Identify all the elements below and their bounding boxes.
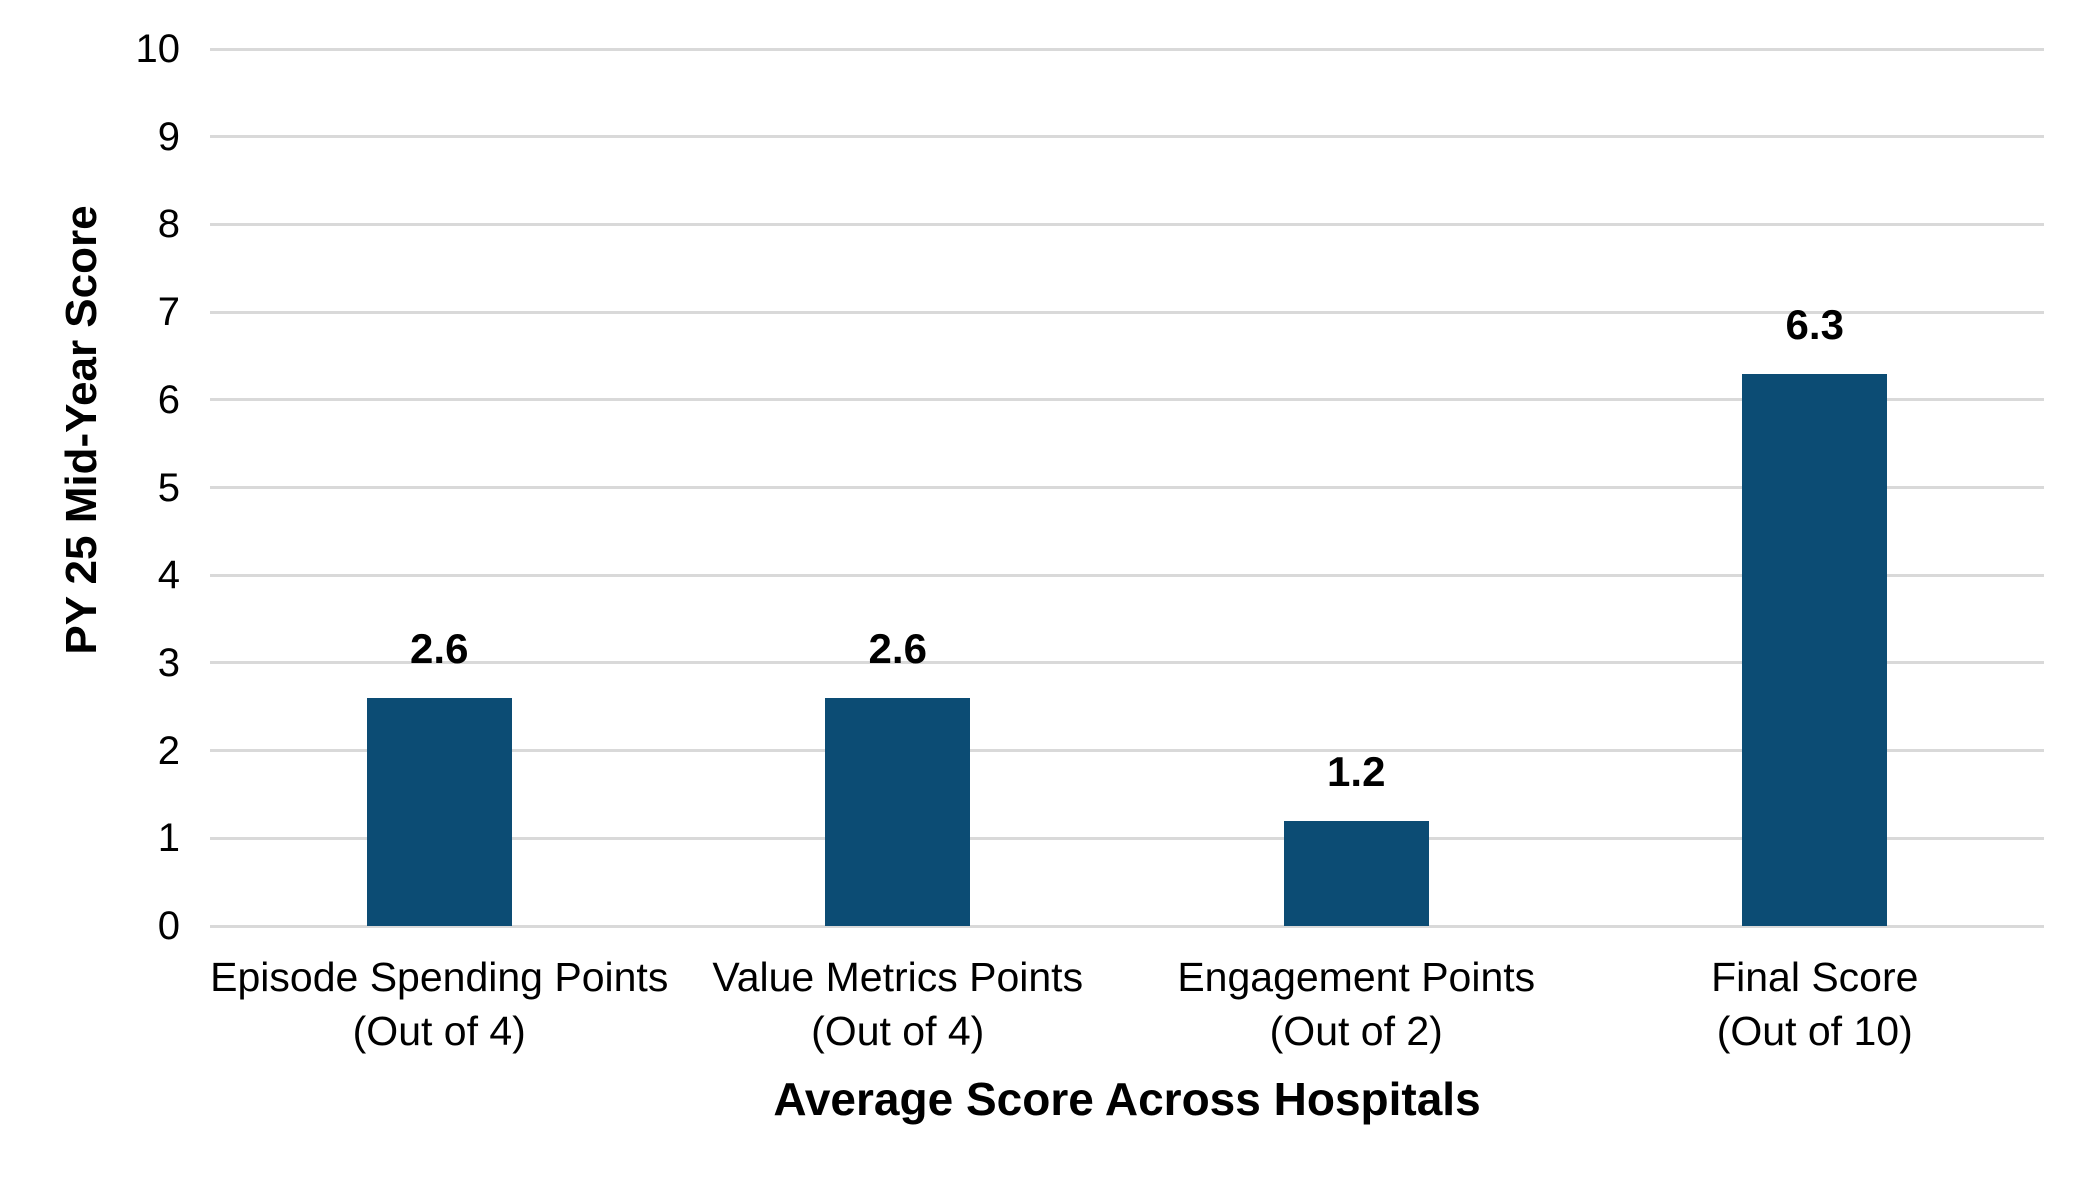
x-category-label-line2: (Out of 4) bbox=[811, 1008, 985, 1054]
gridline bbox=[210, 222, 2044, 226]
x-category-label-line1: Engagement Points bbox=[1177, 954, 1536, 1000]
bar-slots: 2.6 2.6 1.2 6.3 bbox=[210, 49, 2044, 926]
plot-area: 2.6 2.6 1.2 6.3 bbox=[210, 47, 2044, 928]
x-category-label: Engagement Points (Out of 2) bbox=[1127, 950, 1586, 1058]
bar-value-label: 6.3 bbox=[1785, 300, 1844, 348]
bar bbox=[1742, 373, 1888, 926]
y-tick-label: 8 bbox=[157, 202, 180, 247]
x-category-label-line2: (Out of 10) bbox=[1716, 1008, 1913, 1054]
x-axis-title: Average Score Across Hospitals bbox=[773, 1073, 1481, 1125]
y-tick-label: 7 bbox=[157, 290, 180, 335]
y-tick-label: 2 bbox=[157, 728, 180, 773]
x-category-label-line1: Value Metrics Points bbox=[712, 954, 1084, 1000]
x-category-labels: Episode Spending Points (Out of 4) Value M… bbox=[210, 950, 2044, 1058]
x-category-label: Value Metrics Points (Out of 4) bbox=[669, 950, 1128, 1058]
y-tick-label: 3 bbox=[157, 640, 180, 685]
x-category-label: Episode Spending Points (Out of 4) bbox=[210, 950, 669, 1058]
y-tick-label: 4 bbox=[157, 553, 180, 598]
gridline bbox=[210, 749, 2044, 753]
y-tick-label: 6 bbox=[157, 377, 180, 422]
x-category-label: Final Score (Out of 10) bbox=[1586, 950, 2045, 1058]
gridline bbox=[210, 398, 2044, 402]
gridline bbox=[210, 310, 2044, 314]
bar-slot: 2.6 bbox=[210, 49, 669, 926]
y-tick-label: 5 bbox=[157, 465, 180, 510]
x-category-label-line1: Final Score bbox=[1711, 954, 1919, 1000]
gridline bbox=[210, 486, 2044, 489]
bar bbox=[825, 697, 971, 926]
bar-value-label: 2.6 bbox=[410, 624, 469, 672]
gridline bbox=[210, 661, 2044, 665]
y-tick-label: 0 bbox=[157, 904, 180, 948]
bar bbox=[366, 697, 512, 926]
bar-slot: 2.6 bbox=[669, 49, 1128, 926]
bar-slot: 6.3 bbox=[1586, 49, 2045, 926]
gridline bbox=[210, 47, 2044, 51]
bar-value-label: 1.2 bbox=[1327, 747, 1386, 795]
x-category-label-line1: Episode Spending Points bbox=[210, 954, 669, 1000]
gridline bbox=[210, 836, 2044, 840]
gridline bbox=[210, 135, 2044, 139]
bar-value-label: 2.6 bbox=[868, 624, 927, 672]
x-category-label-line2: (Out of 4) bbox=[352, 1008, 526, 1054]
bar-slot: 1.2 bbox=[1127, 49, 1586, 926]
bar bbox=[1283, 820, 1429, 926]
y-tick-label: 10 bbox=[135, 27, 181, 71]
x-category-label-line2: (Out of 2) bbox=[1269, 1008, 1443, 1054]
y-tick-label: 9 bbox=[157, 114, 180, 159]
gridline bbox=[210, 573, 2044, 577]
gridline bbox=[210, 924, 2044, 928]
y-tick-label: 1 bbox=[157, 816, 180, 861]
